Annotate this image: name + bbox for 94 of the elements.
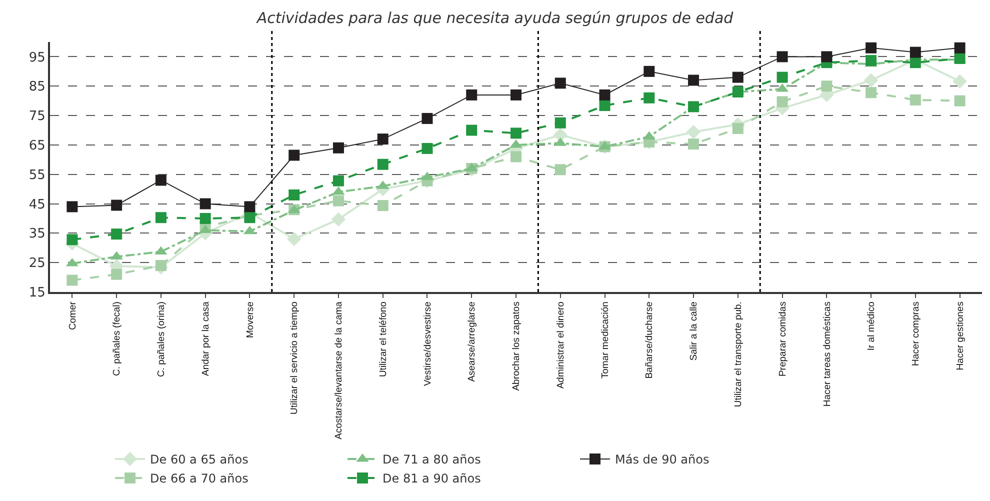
y-tick-label: 75 (28, 109, 46, 124)
y-tick-label: 35 (28, 226, 46, 242)
point (510, 151, 522, 162)
x-tick-label: Utilizar el teléfono (378, 302, 389, 378)
point (644, 92, 655, 104)
point (952, 74, 967, 89)
point (288, 189, 300, 200)
point (288, 150, 300, 161)
point (866, 42, 877, 54)
y-tick-label: 95 (28, 50, 46, 66)
x-tick-label: Preparar comidas (777, 301, 788, 377)
x-tick-label: Acostarse/levantarse de la cama (334, 300, 345, 440)
point (200, 212, 211, 224)
point (821, 51, 832, 62)
point (554, 117, 566, 128)
point (466, 124, 478, 136)
x-tick-label: Moverse (244, 302, 256, 338)
point (510, 128, 522, 139)
point (776, 51, 788, 62)
point (422, 142, 433, 154)
point (466, 89, 478, 100)
point (688, 138, 700, 150)
point (332, 175, 344, 186)
x-tick-label: Bañarse/ducharse (644, 302, 656, 379)
point (332, 195, 344, 206)
point (155, 260, 166, 272)
x-tick-label: Hacer compras (910, 301, 922, 366)
x-tick-label: Utilizar el servicio a tiempo (289, 302, 300, 415)
point (599, 89, 610, 100)
x-tick-label: Vestirse/desvestirse (422, 302, 434, 386)
point (510, 89, 522, 100)
x-tick-label: Hacer gestiones (954, 301, 966, 370)
x-tick-label: Tomar medicación (600, 302, 611, 379)
legend-label: De 71 a 80 años (382, 452, 481, 467)
point (377, 200, 388, 212)
point (688, 101, 700, 112)
y-tick-label: 15 (28, 286, 46, 301)
point (111, 228, 122, 240)
point (954, 42, 966, 54)
point (732, 72, 744, 83)
chart-title: Actividades para las que necesita ayuda según grupos de edad (256, 9, 734, 28)
point (200, 198, 211, 210)
x-tick-label: Salir a la calle (688, 302, 700, 361)
point (644, 66, 655, 77)
legend-label: De 60 a 65 años (150, 452, 248, 467)
point (821, 80, 832, 92)
point (599, 100, 610, 112)
point (776, 72, 788, 83)
y-tick-label: 45 (28, 197, 46, 212)
x-tick-label: Ir al médico (866, 302, 878, 351)
x-tick-label: Comer (67, 302, 78, 330)
point (377, 158, 388, 170)
point (954, 95, 966, 106)
point (377, 134, 388, 145)
legend-label: Más de 90 años (615, 452, 710, 467)
x-tick-label: Hacer tareas domésticas (822, 301, 833, 407)
legend-label: De 66 a 70 años (150, 472, 248, 486)
point (332, 142, 344, 154)
point (244, 201, 256, 212)
x-tick-label: C. pañales (orina) (156, 302, 168, 378)
point (155, 212, 166, 224)
point (866, 87, 877, 98)
x-tick-label: Andar por la casa (200, 300, 212, 376)
point (66, 274, 78, 286)
point (910, 94, 921, 106)
x-tick-label: Abrochar los zapatos (511, 301, 522, 391)
x-tick-label: C. pañales (fecal) (112, 302, 123, 376)
point (866, 55, 877, 66)
x-tick-label: Asearse/arreglarse (466, 302, 478, 382)
point (554, 164, 566, 176)
point (286, 232, 302, 246)
point (155, 174, 166, 186)
y-tick-label: 25 (28, 256, 46, 272)
y-tick-label: 65 (28, 138, 46, 154)
point (732, 122, 744, 134)
point (66, 234, 78, 246)
point (686, 124, 701, 140)
x-tick-label: Utilizar el transporte pub. (732, 302, 744, 408)
point (422, 112, 433, 124)
point (111, 200, 122, 211)
point (66, 201, 78, 212)
point (111, 268, 122, 280)
x-tick-label: Administrar el dinero (555, 302, 566, 389)
y-tick-label: 85 (28, 80, 46, 95)
point (910, 57, 921, 68)
point (732, 86, 744, 98)
point (910, 46, 921, 58)
point (776, 96, 788, 108)
point (688, 74, 700, 86)
point (864, 73, 878, 88)
point (331, 212, 346, 226)
point (554, 78, 566, 89)
legend-label: De 81 a 90 años (382, 472, 481, 486)
y-tick-label: 55 (28, 168, 46, 183)
